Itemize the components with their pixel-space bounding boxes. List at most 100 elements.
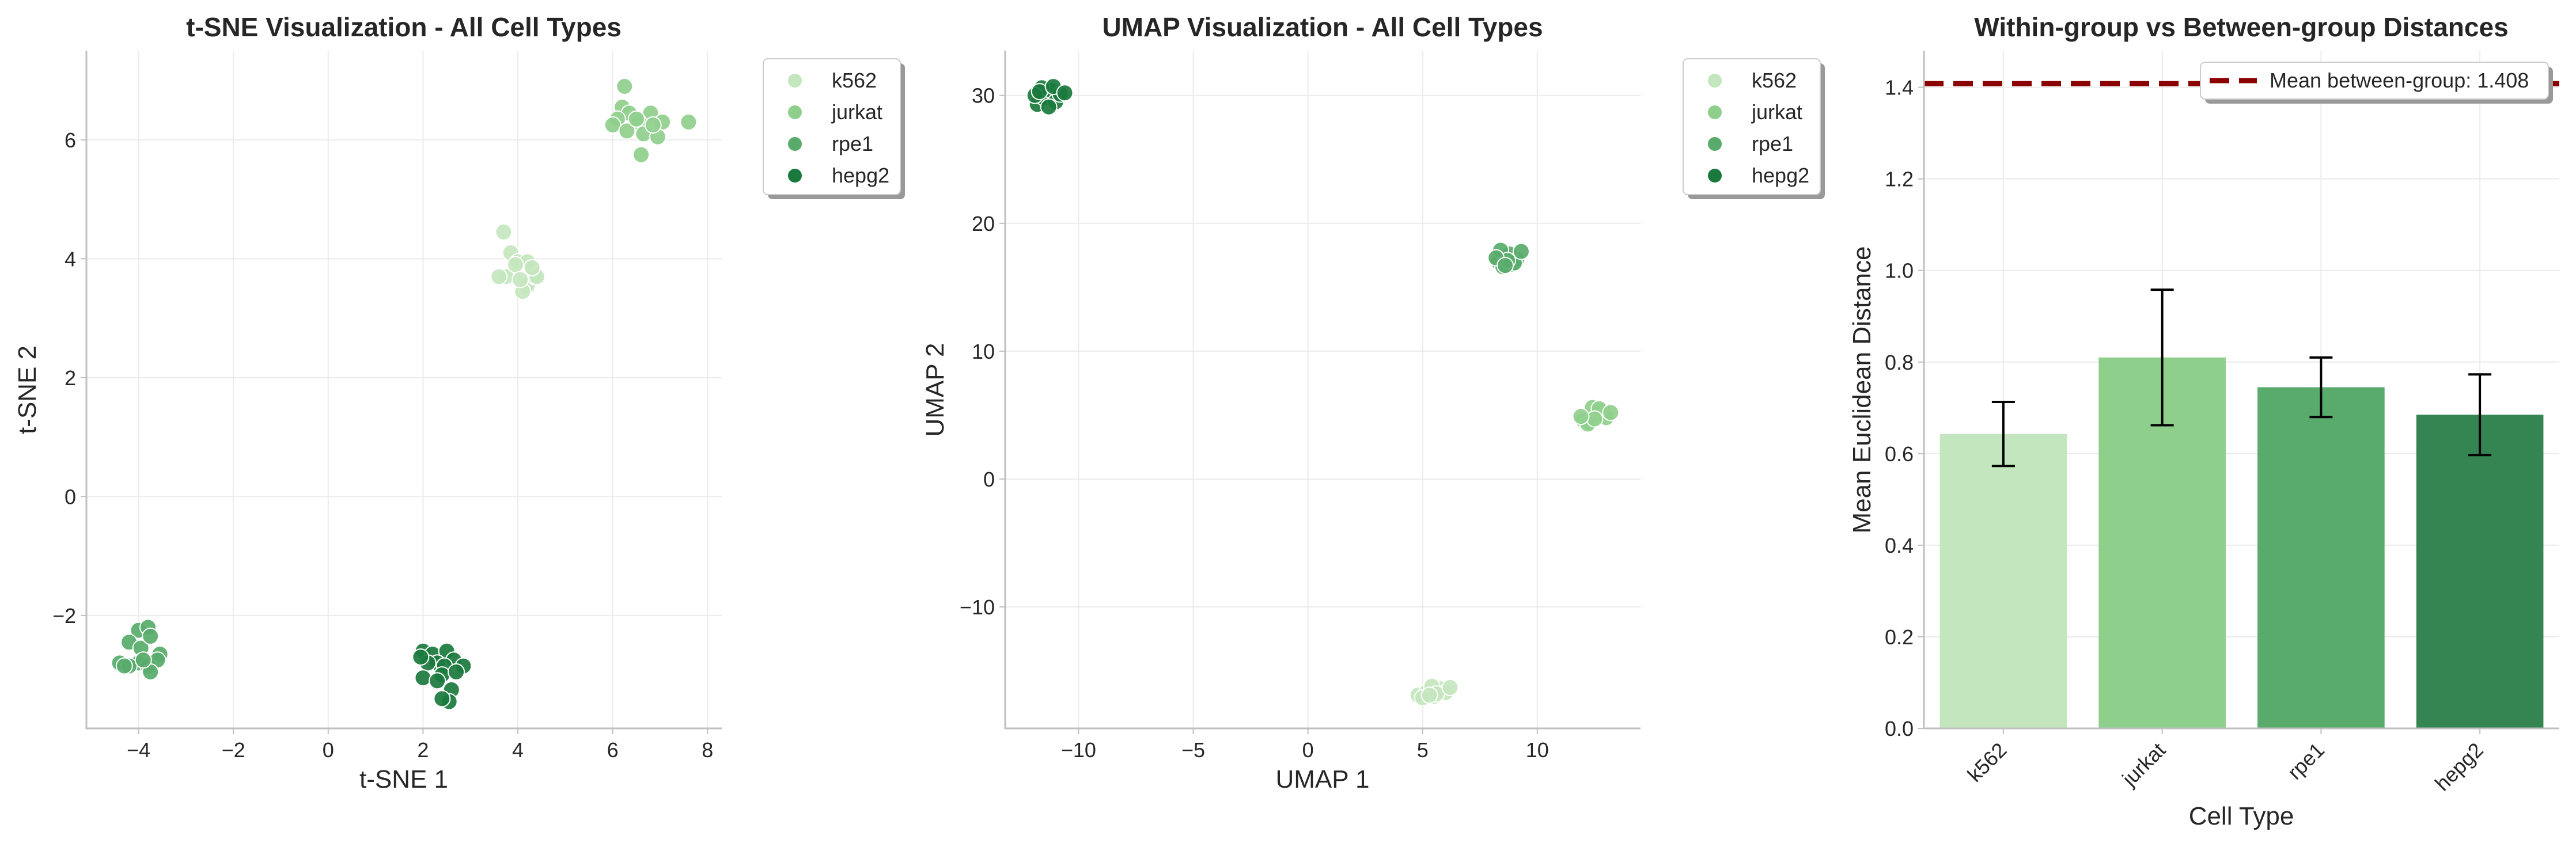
tsne-point-hepg2 [414,669,432,687]
tsne-point-jurkat [680,113,698,131]
tsne-ylabel: t-SNE 2 [13,345,41,434]
tsne-spines [85,51,722,730]
bar-xtick-label-hepg2: hepg2 [2430,738,2488,796]
bar-rpe1 [2257,387,2385,728]
umap-point-hepg2 [1056,84,1074,102]
tsne-point-k562 [495,223,513,241]
umap-xtick-label: 5 [1417,738,1429,762]
bar-xtick-label-k562: k562 [1963,738,2011,787]
tsne-point-jurkat [644,116,662,134]
umap-ytick-label: 0 [983,468,995,491]
tsne-legend-marker-k562 [787,73,803,89]
tsne-ytick-label: 0 [65,485,76,508]
tsne-legend-marker-rpe1 [787,136,803,152]
tsne-point-rpe1 [142,627,160,645]
tsne-point-k562 [512,271,529,288]
umap-spines [1004,51,1641,730]
tsne-xlabel: t-SNE 1 [359,765,448,793]
tsne-point-k562 [523,259,541,276]
tsne-legend-marker-hepg2 [787,168,803,184]
umap-legend-label-rpe1: rpe1 [1752,132,1793,155]
tsne-point-rpe1 [134,651,152,669]
tsne-ticks: −4 −2 0 2 4 6 8 −2 0 2 4 6 [52,128,713,762]
bar-errorbars [1991,288,2492,468]
tsne-points [111,77,698,711]
tsne-ytick-label: −2 [52,604,76,628]
tsne-point-hepg2 [429,672,446,690]
umap-ytick-label: 10 [972,340,995,363]
bar-xtick-label-jurkat: jurkat [2117,738,2170,791]
bar-ylabel: Mean Euclidean Distance [1848,246,1876,534]
tsne-panel: −4 −2 0 2 4 6 8 −2 0 2 4 6 t-SNE Visualization - Al… [13,12,905,793]
bar-hepg2 [2416,415,2544,728]
tsne-legend-label-jurkat: jurkat [831,100,882,124]
umap-point-jurkat [1602,404,1620,421]
umap-ytick-label: 20 [972,212,995,236]
umap-title: UMAP Visualization - All Cell Types [1102,12,1543,42]
tsne-point-jurkat [627,110,645,128]
umap-legend-label-hepg2: hepg2 [1752,164,1809,187]
umap-xtick-label: −5 [1181,738,1205,762]
umap-point-k562 [1441,678,1459,696]
umap-ylabel: UMAP 2 [921,343,949,436]
tsne-legend-box [763,58,901,195]
umap-grid [1005,51,1641,728]
tsne-point-rpe1 [115,657,133,675]
umap-legend-label-k562: k562 [1752,69,1797,92]
umap-point-hepg2 [1040,98,1058,116]
tsne-legend-label-hepg2: hepg2 [832,164,889,187]
bar-ytick-label: 0.0 [1885,717,1914,740]
bar-panel: 0.0 0.2 0.4 0.6 0.8 1.0 1.2 1.4 k562 jurkat rpe1 he… [1848,12,2559,830]
bar-ytick-label: 0.4 [1885,534,1914,557]
tsne-xtick-label: 6 [607,738,619,762]
bar-legend: Mean between-group: 1.408 [2200,62,2553,104]
tsne-point-k562 [506,256,524,274]
tsne-grid [86,51,722,728]
tsne-legend: k562 jurkat rpe1 hepg2 [763,58,905,199]
umap-legend-marker-hepg2 [1707,168,1723,184]
umap-ticks: −10 −5 0 5 10 −10 0 10 20 30 [960,84,1549,762]
tsne-xtick-label: −2 [222,738,245,762]
umap-legend-box [1683,58,1821,195]
tsne-point-hepg2 [433,690,451,708]
tsne-xtick-label: −4 [127,738,150,762]
tsne-ytick-label: 2 [65,366,76,390]
bar-bars [1939,357,2544,728]
umap-legend-marker-rpe1 [1707,136,1723,152]
tsne-ytick-label: 6 [65,128,76,152]
umap-ytick-label: 30 [972,84,995,108]
bar-ytick-label: 1.0 [1885,259,1914,283]
tsne-legend-label-rpe1: rpe1 [832,132,873,155]
tsne-xtick-label: 2 [417,738,429,762]
tsne-point-jurkat [632,146,650,164]
umap-point-rpe1 [1497,257,1514,275]
umap-xtick-label: 10 [1526,738,1549,762]
umap-legend: k562 jurkat rpe1 hepg2 [1683,58,1825,199]
umap-legend-label-jurkat: jurkat [1751,100,1802,124]
tsne-point-k562 [490,268,508,286]
umap-point-rpe1 [1512,242,1530,260]
tsne-title: t-SNE Visualization - All Cell Types [186,12,622,42]
umap-xtick-label: 0 [1302,738,1314,762]
tsne-point-hepg2 [412,648,430,666]
tsne-point-jurkat [618,122,636,140]
umap-xlabel: UMAP 1 [1275,765,1369,793]
tsne-xtick-label: 8 [702,738,713,762]
umap-legend-marker-k562 [1707,73,1723,89]
bar-k562 [1939,434,2067,728]
tsne-legend-marker-jurkat [787,104,803,120]
tsne-xtick-label: 4 [512,738,524,762]
bar-ytick-label: 1.2 [1885,168,1914,191]
umap-legend-marker-jurkat [1707,104,1723,120]
bar-ytick-label: 0.2 [1885,625,1914,649]
tsne-point-hepg2 [448,663,465,681]
umap-point-jurkat [1572,408,1590,426]
tsne-point-jurkat [616,77,634,95]
tsne-legend-label-k562: k562 [832,69,877,92]
umap-xtick-label: −10 [1061,738,1096,762]
bar-ytick-label: 1.4 [1885,76,1914,100]
bar-title: Within-group vs Between-group Distances [1974,12,2508,42]
bar-legend-box [2200,62,2549,100]
bar-ytick-label: 0.6 [1885,442,1914,466]
